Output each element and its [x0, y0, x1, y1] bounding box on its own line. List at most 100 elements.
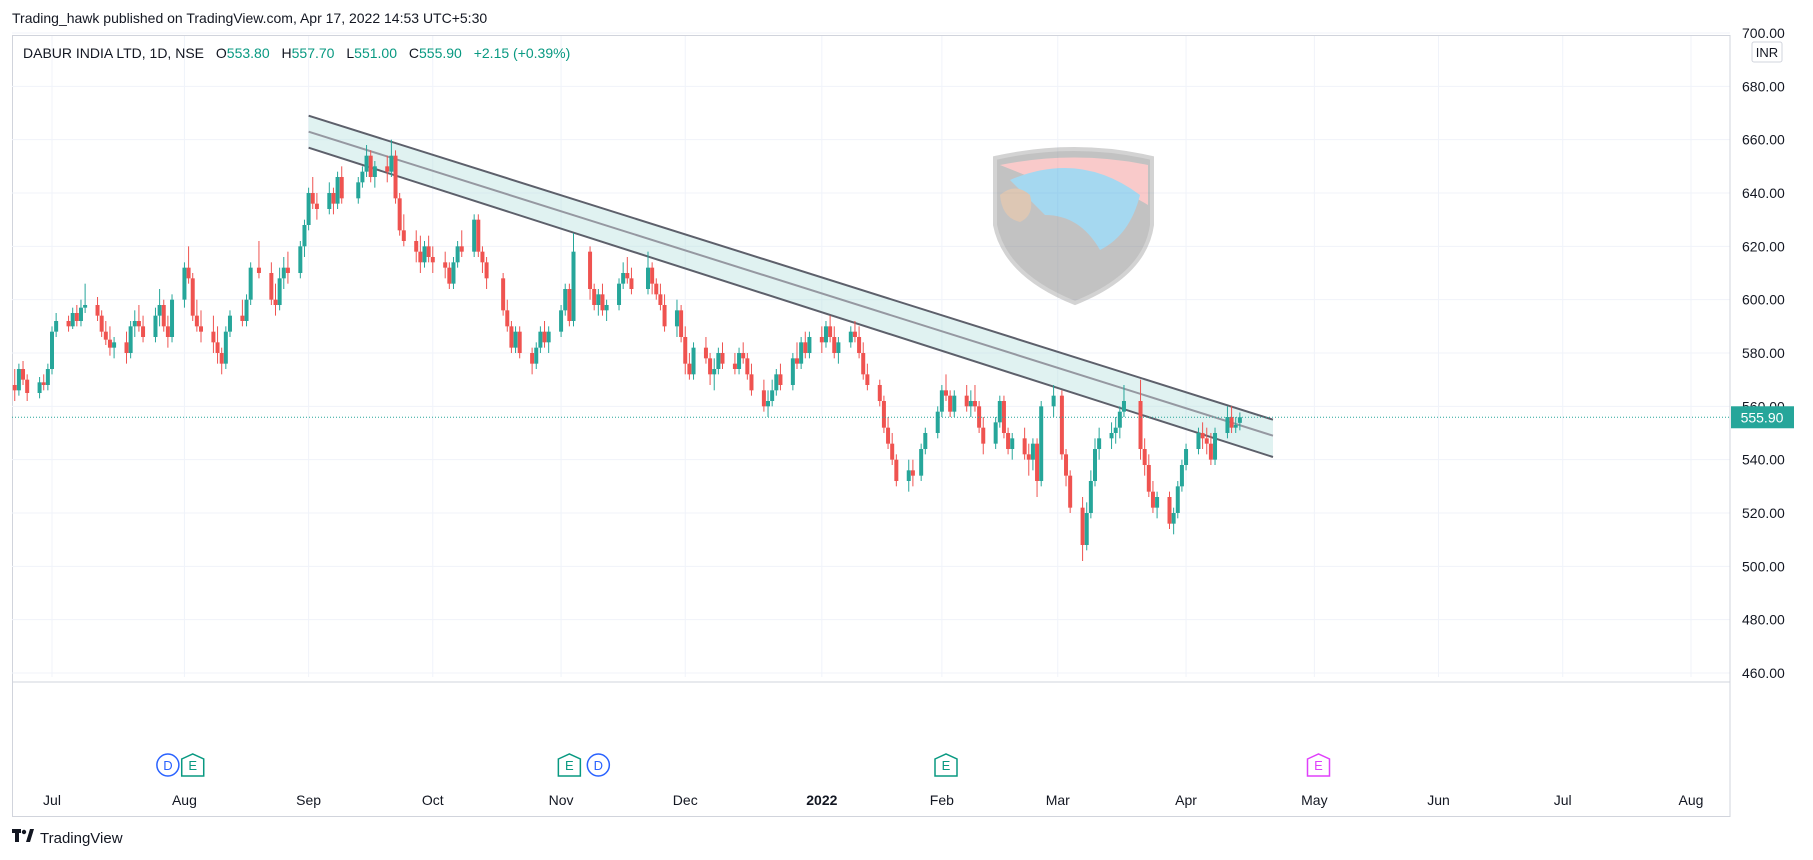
marker-shape — [934, 753, 958, 777]
candle-body — [480, 251, 485, 263]
candle-body — [1093, 449, 1097, 481]
earnings-marker: E — [180, 753, 205, 777]
candle — [1093, 438, 1097, 487]
candle-body — [790, 358, 795, 385]
candle — [170, 294, 175, 343]
candle — [451, 257, 456, 289]
candle-body — [16, 369, 21, 391]
candle — [219, 347, 224, 375]
candle-body — [385, 166, 390, 172]
candle — [617, 278, 622, 311]
y-tick-label: 600.00 — [1742, 292, 1785, 308]
candle-body — [1175, 486, 1180, 513]
candle-body — [430, 257, 435, 263]
candle-body — [894, 459, 899, 481]
candle — [112, 337, 117, 359]
candle — [248, 262, 253, 305]
candle-body — [306, 193, 311, 225]
candle-body — [194, 315, 199, 327]
candle-body — [939, 390, 944, 412]
candle-body — [886, 427, 891, 444]
candle-body — [50, 331, 54, 369]
candle — [948, 390, 953, 417]
x-tick-label: Oct — [422, 792, 444, 808]
candle — [650, 262, 655, 295]
candle — [964, 385, 969, 412]
candle-body — [1196, 433, 1201, 449]
candle — [240, 299, 245, 327]
candle — [426, 235, 431, 263]
candle-body — [658, 294, 663, 305]
candle-body — [774, 374, 779, 391]
candle-body — [968, 401, 973, 407]
candle — [1051, 385, 1056, 417]
candle-body — [1022, 438, 1027, 455]
x-tick-label: May — [1301, 792, 1327, 808]
candle — [364, 145, 369, 177]
candle-body — [935, 411, 940, 433]
candle — [132, 310, 137, 337]
candle-body — [310, 193, 315, 204]
candle-body — [314, 203, 319, 209]
candle-body — [389, 155, 394, 172]
candle-body — [45, 369, 50, 385]
dividend-marker: D — [586, 753, 611, 777]
candle — [356, 177, 361, 204]
candle — [430, 246, 435, 273]
candle-body — [646, 267, 650, 289]
candle — [1150, 481, 1155, 513]
candle — [646, 251, 650, 295]
candle-body — [112, 342, 117, 348]
earnings-marker: E — [934, 753, 958, 777]
candle-body — [993, 422, 998, 444]
candle-body — [761, 390, 766, 407]
candle — [716, 347, 721, 375]
candle — [70, 307, 75, 329]
candle-body — [559, 310, 564, 332]
candle-body — [1039, 406, 1044, 481]
candle — [600, 283, 605, 316]
candle — [281, 257, 286, 289]
candle — [517, 326, 522, 359]
symbol-legend: DABUR INDIA LTD, 1D, NSE O553.80 H557.70… — [23, 45, 570, 61]
candle-body — [170, 299, 175, 337]
candle — [1213, 427, 1218, 465]
candle-body — [629, 278, 634, 289]
candle-body — [99, 315, 104, 332]
candle-body — [513, 331, 518, 348]
candle-body — [128, 326, 133, 353]
candle — [1026, 443, 1031, 476]
candle-body — [625, 273, 630, 279]
candle-body — [1225, 417, 1230, 433]
time-axis: Jul Aug Sep Oct Nov Dec 2022 Feb Mar Apr May Jun Jul… — [12, 681, 1730, 808]
candle — [128, 321, 133, 359]
candle-body — [25, 379, 30, 393]
candle — [331, 187, 336, 215]
candle-body — [37, 382, 42, 393]
x-tick-label: Feb — [930, 792, 954, 808]
candle-body — [277, 278, 282, 305]
candle-body — [459, 246, 464, 252]
candle — [683, 326, 688, 375]
candle-body — [737, 353, 742, 369]
candle — [199, 310, 203, 343]
candle-body — [418, 251, 423, 263]
candle — [968, 390, 973, 417]
candle — [194, 299, 199, 332]
y-tick-label: 680.00 — [1742, 78, 1785, 94]
candle-body — [1035, 443, 1040, 481]
candle-body — [302, 225, 307, 247]
candle-body — [981, 427, 986, 444]
tradingview-logo[interactable]: TradingView — [12, 829, 123, 847]
channel-upper-line — [308, 114, 1274, 421]
candle-body — [571, 251, 576, 321]
candle-body — [530, 353, 535, 364]
candle — [459, 230, 464, 257]
candle-body — [83, 305, 88, 308]
candle-body — [273, 299, 278, 305]
hawk-watermark-icon — [993, 147, 1154, 306]
close-value: 555.90 — [419, 45, 462, 61]
candle — [741, 342, 746, 364]
candle — [567, 283, 572, 327]
